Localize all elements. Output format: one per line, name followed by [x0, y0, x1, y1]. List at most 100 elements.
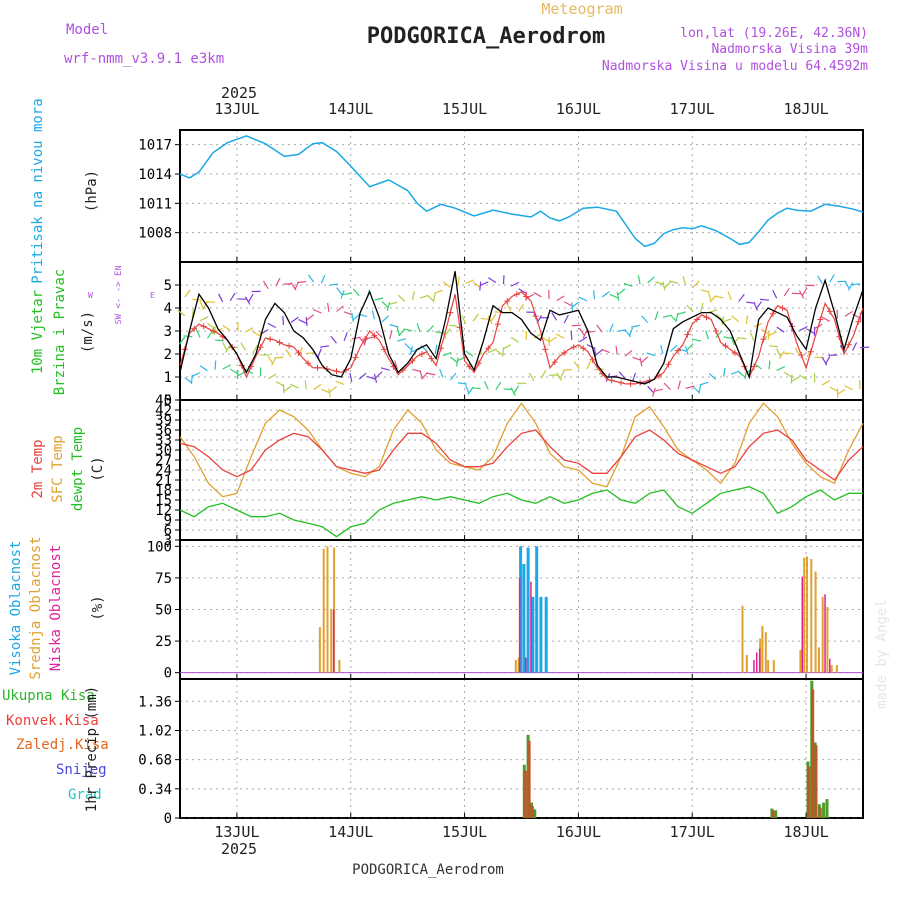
wind-direction-arrow [479, 281, 482, 291]
pressure-side-title: Pritisak na nivou mora [30, 98, 46, 283]
wind-direction-arrow [215, 339, 225, 342]
wind-direction-arrow [502, 275, 505, 285]
wind-gust-marker [608, 377, 615, 384]
wind-direction-arrow [343, 332, 348, 342]
wind-direction-arrow [768, 360, 771, 370]
cloud-bar-mid [514, 660, 517, 673]
wind-direction-arrow [267, 373, 277, 380]
wind-direction-arrow [461, 315, 467, 325]
wind-direction-arrow [844, 281, 851, 290]
wind-direction-arrow [389, 330, 393, 340]
temp-side-title-2: SFC Temp [50, 435, 66, 502]
cloud-side-title-2: Srednja Oblacnost [28, 536, 44, 679]
cloud-bar-mid [817, 647, 820, 673]
wind-direction-arrow [290, 316, 299, 323]
wind-direction-arrow [409, 346, 413, 356]
wind-panel: 0 1 2 3 4 5 [164, 261, 870, 409]
precip-bar-total [774, 810, 778, 818]
y-tick-label: 42 [155, 403, 172, 419]
wind-direction-arrow [582, 329, 588, 339]
y-tick-label: 0.68 [138, 753, 172, 769]
precip-bar-total [825, 799, 829, 818]
wind-direction-arrow [571, 301, 580, 308]
wind-direction-arrow [601, 291, 610, 298]
wind-direction-arrow [563, 301, 573, 307]
wind-direction-arrow [708, 373, 717, 380]
y-tick-label: 1.36 [138, 694, 172, 710]
wind-direction-arrow [663, 281, 671, 289]
cloud-bar-high [531, 596, 535, 673]
wind-direction-arrow [192, 298, 202, 301]
wind-direction-arrow [722, 318, 732, 323]
cloud-bar-low [824, 594, 826, 673]
cloud-bar-mid [767, 660, 770, 673]
wind-direction-arrow [768, 331, 777, 337]
wind-direction-arrow [616, 291, 620, 301]
wind-direction-arrow [373, 373, 378, 383]
wind-direction-arrow [177, 309, 186, 317]
y-tick-label: 24 [155, 463, 172, 479]
t2m-line [179, 429, 864, 481]
wind-direction-arrow [829, 386, 838, 392]
wind-direction-arrow [444, 328, 451, 337]
y-tick-label: 0 [164, 811, 172, 827]
wind-direction-arrow [677, 380, 681, 390]
precip-bar-conv [807, 766, 811, 818]
wind-direction-arrow [439, 368, 444, 378]
y-tick-label: 27 [155, 453, 172, 469]
day-label-top: 17JUL [670, 100, 715, 118]
precip-unit: 1hr Precip (mm) [84, 686, 100, 812]
wind-direction-arrow [366, 375, 376, 380]
wind-gust-marker [845, 341, 852, 348]
cloud-bar-high [526, 547, 530, 673]
wind-gust-marker [257, 344, 264, 351]
wind-direction-arrow [760, 298, 770, 301]
wind-direction-arrow [646, 352, 656, 357]
wind-direction-arrow [262, 280, 269, 289]
wind-direction-arrow [448, 324, 459, 328]
precip-legend-total: Ukupna Kisa [2, 688, 95, 704]
cloud-bar-mid [517, 657, 520, 673]
wind-gust-marker [807, 348, 814, 355]
wind-direction-arrow [707, 292, 712, 302]
wind-direction-arrow [449, 372, 457, 381]
wind-direction-arrow [434, 344, 438, 354]
wind-direction-arrow [222, 342, 228, 351]
y-tick-label: 50 [155, 603, 172, 619]
wind-direction-arrow [700, 289, 710, 293]
wind-direction-arrow [555, 333, 565, 339]
cloud-bar-mid [826, 607, 829, 673]
wind-direction-arrow [776, 326, 785, 333]
credit-text: made by Angel [874, 599, 890, 709]
wind-direction-arrow [340, 290, 345, 299]
temp-unit: (C) [90, 456, 106, 481]
precip-panel: 0 0.34 0.68 1.02 1.36 [138, 678, 864, 827]
wind-side-title-1: 10m Vjetar [30, 290, 46, 374]
day-label-top: 16JUL [556, 100, 601, 118]
day-label-bottom: 17JUL [670, 823, 715, 841]
wind-direction-arrow [397, 294, 406, 302]
panel-border [179, 129, 864, 263]
wind-direction-arrow [472, 281, 481, 288]
wind-direction-arrow [722, 367, 726, 377]
wind-direction-arrow [821, 379, 831, 386]
wind-gust-marker [352, 354, 359, 361]
wind-direction-arrow [335, 380, 345, 385]
wind-direction-arrow [776, 366, 786, 371]
wind-direction-arrow [533, 291, 542, 298]
precip-side-label: Ukupna Kisa Konvek.Kisa Zaledj.Kisa Snij… [2, 686, 109, 812]
wind-gust-marker [570, 344, 577, 351]
cloud-bar-mid [806, 556, 808, 673]
wind-direction-arrow [559, 370, 565, 380]
wind-direction-arrow [317, 348, 322, 358]
wind-direction-arrow [199, 365, 208, 372]
wind-direction-arrow [306, 314, 315, 321]
wind-gust-marker [333, 368, 340, 375]
wind-direction-arrow [660, 344, 664, 355]
wind-direction-arrow [732, 337, 740, 345]
cloud-bar-low [753, 660, 755, 673]
wind-direction-arrow [676, 311, 686, 315]
wind-direction-arrow [471, 387, 481, 390]
cloud-bar-mid [322, 548, 325, 673]
y-tick-label: 36 [155, 423, 172, 439]
